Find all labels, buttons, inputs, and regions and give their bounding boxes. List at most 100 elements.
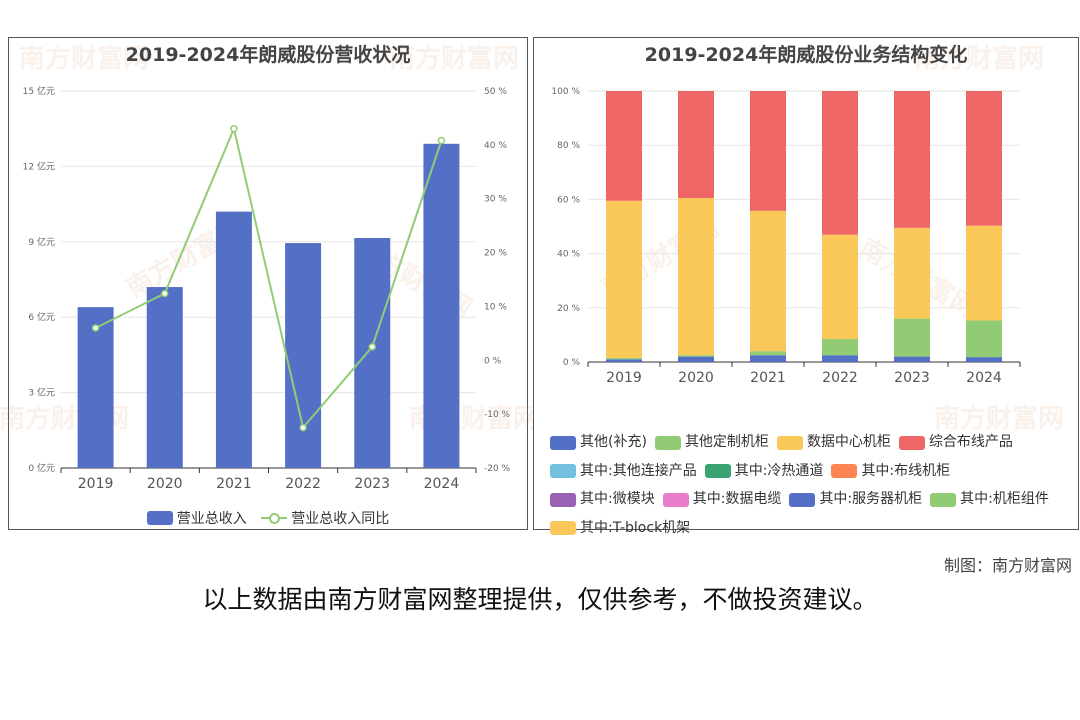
stacked-bar-segment — [822, 91, 858, 235]
legend-item[interactable]: 其中:冷热通道 — [704, 459, 824, 484]
y-tick-label: 3 亿元 — [28, 387, 55, 399]
legend-label: 综合布线产品 — [928, 434, 1013, 450]
x-tick-label: 2024 — [424, 476, 460, 492]
stacked-bar-segment — [966, 357, 1002, 362]
stacked-bar-segment — [606, 200, 642, 358]
legend-label: 其中:布线机柜 — [861, 462, 951, 479]
y-tick-label: 40 % — [557, 250, 580, 260]
y2-tick-label: 10 % — [484, 302, 507, 312]
y2-tick-label: 30 % — [484, 195, 507, 205]
stacked-bar-segment — [894, 318, 930, 357]
legend-label: 其中:冷热通道 — [734, 462, 824, 479]
stacked-bar-segment — [678, 355, 714, 357]
legend-swatch — [930, 492, 957, 507]
revenue-chart-panel: 南方财富网 南方财富网 南方财富网 南方财富网 南方财富网 南方财富网 2019… — [0, 37, 539, 530]
y2-tick-label: -20 % — [484, 464, 511, 474]
legend-swatch — [898, 435, 925, 450]
point-revenue-yoy — [91, 324, 100, 332]
legend-label: 其他定制机柜 — [684, 434, 769, 450]
legend-swatch — [831, 464, 858, 478]
stacked-bar-segment — [678, 91, 714, 199]
y-tick-label: 6 亿元 — [28, 311, 55, 323]
legend-item[interactable]: 其中:其他连接产品 — [550, 459, 697, 484]
legend-item[interactable]: 其中:服务器机柜 — [789, 487, 922, 512]
legend-item[interactable]: 综合布线产品 — [898, 430, 1013, 455]
legend-label: 营业总收入同比 — [291, 511, 390, 527]
stacked-bar-segment — [894, 227, 930, 319]
stacked-bar-segment — [822, 234, 858, 339]
legend-item[interactable]: 数据中心机柜 — [776, 430, 891, 455]
stacked-bar-segment — [894, 356, 930, 362]
y-tick-label: 80 % — [557, 141, 580, 151]
stacked-bar-segment — [678, 198, 714, 356]
y-tick-label: 60 % — [557, 195, 580, 205]
business-structure-chart-svg: 0 % 20 % 40 % 60 % 80 % 100 % 2019 2020 2021 2022… — [551, 87, 1021, 386]
y2-tick-label: 50 % — [484, 87, 507, 97]
bar-revenue — [146, 287, 183, 468]
legend-item[interactable]: 其中:布线机柜 — [831, 459, 950, 484]
bar-revenue — [354, 238, 391, 468]
legend-item[interactable]: 其中:机柜组件 — [930, 487, 1049, 512]
legend: 营业总收入 营业总收入同比 — [9, 508, 527, 529]
legend-swatch — [146, 511, 173, 525]
point-revenue-yoy — [299, 423, 307, 432]
legend-label: 其中:微模块 — [580, 491, 655, 507]
y2-tick-label: 40 % — [484, 141, 507, 151]
revenue-chart-svg: 0 亿元 3 亿元 6 亿元 9 亿元 12 亿元 15 亿元 -20 % -10 % 0 % 1… — [23, 85, 511, 492]
stacked-bar-segment — [750, 91, 786, 211]
y-tick-label: 0 % — [563, 358, 581, 368]
stacked-bar-segment — [606, 357, 642, 360]
business-structure-chart-panel: 南方财富网 南方财富网 南方财富网 南方财富网 2019-2024年朗威股份业务… — [533, 37, 1079, 536]
legend-label: 其中:其他连接产品 — [580, 462, 697, 479]
point-revenue-yoy — [161, 289, 169, 298]
legend-item-revenue-yoy[interactable]: 营业总收入同比 — [261, 508, 389, 528]
legend-item[interactable]: 其他定制机柜 — [654, 430, 769, 455]
stacked-bar-segment — [678, 356, 714, 362]
legend-label: 其中:T-block机架 — [580, 519, 691, 536]
bar-revenue — [215, 211, 252, 468]
legend-label: 营业总收入 — [176, 511, 247, 527]
legend-item[interactable]: 其中:T-block机架 — [550, 516, 690, 541]
y-tick-label: 100 % — [551, 87, 580, 97]
legend-item[interactable]: 其中:数据电缆 — [662, 487, 782, 512]
chart-credit: 制图：南方财富网 — [943, 556, 1072, 575]
legend-swatch — [789, 492, 816, 507]
x-tick-label: 2019 — [606, 370, 642, 386]
legend-swatch — [550, 492, 576, 507]
point-revenue-yoy — [368, 343, 376, 351]
point-revenue-yoy — [437, 136, 446, 145]
legend: 其他(补充) 其他定制机柜 数据中心机柜 综合布线产品其中:其他连接产品 其中:冷热通道… — [550, 430, 1070, 544]
legend-swatch — [662, 492, 689, 507]
bar-revenue — [423, 143, 460, 468]
disclaimer: 以上数据由南方财富网整理提供，仅供参考，不做投资建议。 — [202, 585, 878, 614]
legend-swatch — [550, 521, 576, 535]
x-tick-label: 2024 — [966, 370, 1002, 386]
x-tick-label: 2020 — [678, 370, 714, 386]
legend-label: 其中:机柜组件 — [960, 491, 1049, 507]
y2-tick-label: 0 % — [484, 356, 502, 366]
x-tick-label: 2019 — [78, 476, 114, 492]
stacked-bar-segment — [750, 210, 786, 352]
stacked-bar-segment — [966, 320, 1002, 358]
y-tick-label: 12 亿元 — [23, 160, 55, 172]
legend-swatch — [776, 435, 803, 450]
legend-item[interactable]: 其中:微模块 — [550, 487, 655, 512]
x-tick-label: 2021 — [750, 370, 786, 386]
stacked-bar-segment — [750, 351, 786, 356]
bar-revenue — [77, 307, 114, 468]
stacked-bar-segment — [822, 355, 858, 362]
stacked-bar-segment — [750, 355, 786, 362]
y-tick-label: 9 亿元 — [28, 236, 55, 248]
legend-item-revenue[interactable]: 营业总收入 — [146, 508, 247, 528]
stacked-bar-segment — [606, 359, 642, 362]
stacked-bar-segment — [822, 338, 858, 356]
legend-label: 其中:数据电缆 — [692, 491, 782, 507]
x-tick-label: 2022 — [285, 476, 321, 492]
legend-item[interactable]: 其他(补充) — [550, 430, 647, 455]
legend-label: 数据中心机柜 — [806, 434, 891, 450]
y-tick-label: 15 亿元 — [23, 85, 55, 97]
legend-swatch — [550, 435, 576, 450]
legend-line-swatch — [261, 511, 288, 525]
chart-title: 2019-2024年朗威股份营收状况 — [125, 44, 411, 66]
legend-label: 其中:服务器机柜 — [819, 491, 923, 507]
